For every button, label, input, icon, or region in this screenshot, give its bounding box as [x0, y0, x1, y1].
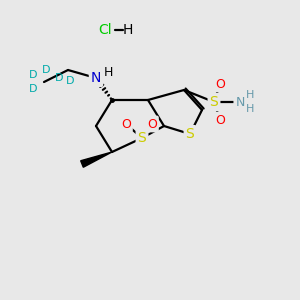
- Text: O: O: [121, 118, 131, 130]
- Text: D: D: [42, 65, 50, 75]
- Text: H: H: [246, 90, 254, 100]
- Text: D: D: [29, 70, 37, 80]
- Text: O: O: [215, 77, 225, 91]
- Text: H: H: [123, 23, 133, 37]
- Text: D: D: [66, 76, 74, 86]
- Polygon shape: [81, 152, 112, 167]
- Text: S: S: [138, 131, 146, 145]
- Text: H: H: [103, 67, 113, 80]
- Text: D: D: [29, 84, 37, 94]
- Text: N: N: [91, 71, 101, 85]
- Text: Cl: Cl: [98, 23, 112, 37]
- Text: S: S: [186, 127, 194, 141]
- Text: N: N: [235, 95, 245, 109]
- Text: H: H: [246, 104, 254, 114]
- Text: O: O: [147, 118, 157, 130]
- Text: D: D: [55, 73, 63, 83]
- Text: O: O: [215, 113, 225, 127]
- Text: S: S: [210, 95, 218, 109]
